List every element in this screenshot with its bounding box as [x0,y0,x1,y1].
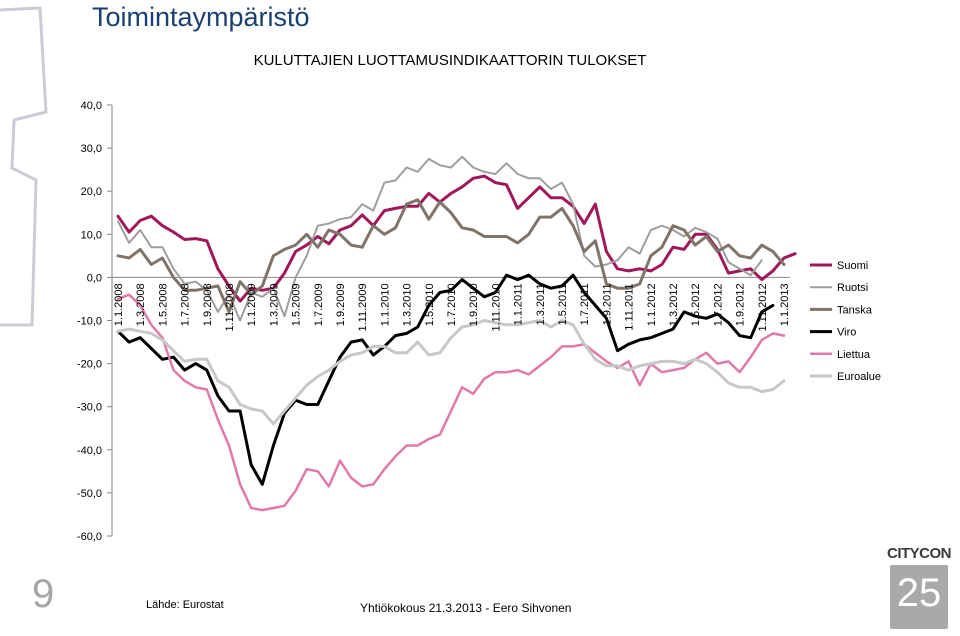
y-tick-label: -20,0 [77,359,102,371]
logo-number: 25 [896,571,942,615]
y-tick-label: 30,0 [81,143,102,155]
x-tick-label: 1.9.2010 [468,283,480,326]
logo-badge: 25 [890,565,948,629]
y-tick-label: -30,0 [77,402,102,414]
x-tick-label: 1.7.2011 [579,283,591,325]
x-tick-label: 1.7.2010 [446,283,458,326]
x-tick-label: 1.1.2008 [113,283,125,326]
x-tick-label: 1.5.2012 [690,283,702,326]
legend-label: Liettua [837,349,871,361]
series-line-tanska [116,198,786,314]
chart-title: KULUTTAJIEN LUOTTAMUSINDIKAATTORIN TULOK… [253,52,647,69]
x-tick-label: 1.1.2013 [779,283,791,326]
source-note: Lähde: Eurostat [146,599,224,611]
series-line-liettua [116,293,786,512]
x-tick-label: 1.3.2011 [535,283,547,325]
x-tick-label: 1.9.2011 [601,283,613,325]
x-tick-label: 1.3.2012 [668,283,680,326]
x-tick-label: 1.1.2009 [246,283,258,326]
legend-label: Suomi [837,260,868,272]
citycon-logo: CITYCON 25 [884,545,954,630]
series-line-suomi [116,174,797,303]
x-tick-label: 1.1.2012 [646,283,658,326]
x-tick-label: 1.9.2008 [202,283,214,326]
legend-label: Tanska [837,304,873,316]
x-tick-label: 1.3.2010 [402,283,414,326]
y-tick-label: 20,0 [81,186,102,198]
x-tick-label: 1.9.2009 [335,283,347,326]
series-line-euroalue [116,319,786,426]
y-tick-label: -10,0 [77,316,102,328]
x-tick-label: 1.11.2011 [624,283,636,330]
y-tick-label: 0,0 [87,272,102,284]
x-tick-label: 1.7.2008 [180,283,192,326]
legend-label: Euroalue [837,371,881,383]
x-tick-label: 1.11.2009 [357,283,369,331]
slide-number: 9 [32,572,55,616]
y-tick-label: -60,0 [77,531,102,543]
x-tick-label: 1.1.2010 [379,283,391,326]
x-tick-label: 1.3.2009 [268,283,280,326]
x-tick-label: 1.5.2010 [424,283,436,326]
y-tick-label: 40,0 [81,100,102,112]
y-tick-label: 10,0 [81,229,102,241]
legend-label: Viro [837,327,856,339]
legend-label: Ruotsi [837,282,868,294]
x-tick-label: 1.5.2009 [291,283,303,326]
footer-text: Yhtiökokous 21.3.2013 - Eero Sihvonen [360,601,572,615]
y-tick-label: -50,0 [77,488,102,500]
x-tick-label: 1.3.2008 [135,283,147,326]
x-tick-label: 1.11.2012 [757,283,769,331]
x-tick-label: 1.11.2008 [224,283,236,331]
x-tick-label: 1.5.2011 [557,283,569,325]
x-tick-label: 1.5.2008 [157,283,169,326]
logo-wordmark: CITYCON [887,545,952,562]
x-tick-label: 1.11.2010 [490,283,502,331]
x-tick-label: 1.1.2011 [513,283,525,325]
x-tick-label: 1.7.2009 [313,283,325,326]
y-tick-label: -40,0 [77,445,102,457]
x-tick-label: 1.9.2012 [735,283,747,326]
slide-title: Toimintaympäristö [92,2,310,32]
x-tick-label: 1.7.2012 [712,283,724,326]
series-line-viro [116,273,775,486]
